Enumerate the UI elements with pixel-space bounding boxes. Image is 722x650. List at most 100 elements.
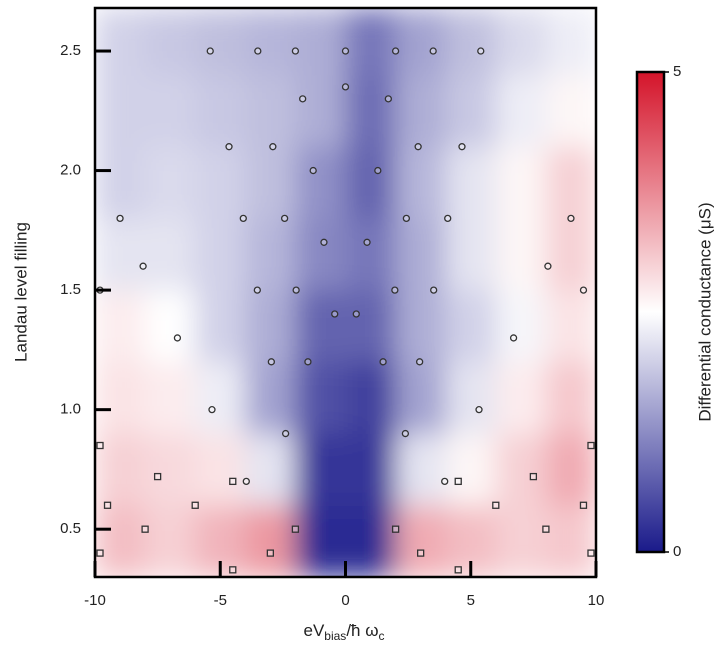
square-point: [229, 566, 237, 574]
circle-point: [309, 166, 317, 175]
heatmap-cell: [345, 218, 397, 291]
circle-point: [391, 286, 399, 294]
heatmap-cell: [245, 218, 296, 291]
circle-point: [567, 214, 575, 223]
circle-point: [384, 95, 392, 103]
heatmap-cell: [195, 433, 246, 506]
heatmap-cell: [145, 146, 196, 219]
heatmap-cell: [195, 361, 246, 435]
heatmap-cell: [195, 74, 246, 148]
circle-point: [441, 477, 449, 486]
heatmap-cell: [395, 8, 447, 76]
circle-point: [206, 47, 214, 55]
heatmap-cell: [95, 146, 146, 219]
heatmap-cell: [95, 74, 146, 148]
heatmap-cell: [495, 218, 547, 291]
y-tick-label: 1.0: [60, 401, 81, 418]
circle-point: [444, 214, 452, 223]
heatmap-cell: [295, 361, 346, 435]
square-point: [103, 501, 112, 509]
heatmap-cell: [445, 8, 497, 76]
y-tick-label: 1.5: [60, 281, 81, 298]
circle-point: [280, 214, 289, 223]
heatmap-cell: [145, 8, 196, 76]
axes: 0.5 1.0 1.5 2.0 2.5 -10 -5 0 5 10 0 5: [60, 6, 681, 609]
circle-point: [304, 358, 312, 366]
circle-point: [415, 358, 424, 366]
heatmap-cell: [495, 290, 547, 363]
heatmap-cell: [395, 290, 447, 363]
heatmap-cell: [145, 74, 196, 148]
heatmap-cell: [145, 218, 196, 291]
circle-point: [139, 262, 147, 270]
heatmap-cell: [95, 290, 146, 363]
square-point: [191, 501, 199, 509]
heatmap-cell: [495, 361, 547, 435]
heatmap-cell: [295, 8, 346, 76]
x-label-subscript: c: [379, 629, 385, 643]
heatmap-cell: [245, 433, 296, 506]
heatmap-cell: [345, 433, 397, 506]
heatmap-cell: [145, 433, 196, 506]
x-label-subscript: bias: [324, 629, 346, 643]
heatmap-cell: [295, 146, 346, 219]
square-point: [454, 477, 462, 486]
circle-point: [281, 429, 290, 438]
heatmap-cell: [345, 8, 397, 76]
circle-point: [225, 143, 233, 151]
heatmap-cell: [395, 74, 447, 148]
circle-point: [401, 429, 410, 438]
square-point: [542, 525, 550, 533]
x-axis-label: eVbias/ħ ωc: [304, 621, 385, 643]
heatmap-cell: [245, 290, 296, 363]
square-point: [96, 441, 104, 450]
square-point: [153, 472, 162, 481]
heatmap-cell: [245, 146, 296, 219]
heatmap-cell: [545, 218, 596, 291]
colorbar-label: Differential conductance (μS): [695, 202, 714, 421]
circle-point: [391, 47, 400, 55]
circle-point: [208, 405, 216, 414]
heatmap-cell: [445, 74, 497, 148]
circle-point: [414, 143, 422, 151]
heatmap-cell: [445, 361, 497, 435]
heatmap-cell: [295, 290, 346, 363]
square-point: [96, 549, 104, 557]
y-tick-label: 0.5: [60, 520, 81, 537]
heatmap-cell: [195, 290, 246, 363]
circle-point: [173, 334, 182, 342]
circle-point: [242, 477, 250, 486]
heatmap-cell: [545, 505, 596, 577]
square-point: [529, 472, 538, 481]
circle-point: [379, 358, 387, 366]
heatmap-cell: [295, 505, 346, 577]
square-point: [291, 525, 300, 533]
heatmap-cell: [295, 218, 346, 291]
circle-point: [267, 358, 276, 366]
heatmap-cell: [95, 505, 146, 577]
heatmap-cell: [345, 505, 397, 577]
heatmap-cell: [495, 505, 547, 577]
circle-point: [374, 166, 382, 175]
heatmap-cell: [495, 146, 547, 219]
heatmap-cell: [345, 74, 397, 148]
square-point: [492, 501, 500, 509]
heatmap-cell: [345, 146, 397, 219]
colorbar: [635, 70, 666, 554]
y-tick-label: 2.0: [60, 162, 81, 179]
circle-point: [579, 286, 588, 294]
heatmap-cell: [395, 433, 447, 506]
x-tick-label: -10: [84, 592, 106, 609]
circle-point: [299, 95, 307, 103]
heatmap-cell: [295, 433, 346, 506]
heatmap-cell: [495, 74, 547, 148]
circle-point: [477, 47, 485, 55]
heatmap-cell: [245, 505, 296, 577]
heatmap-cell: [495, 8, 547, 76]
heatmap-cell: [145, 505, 196, 577]
circle-point: [239, 214, 247, 223]
x-label-part: eV: [304, 621, 325, 640]
square-point: [587, 549, 595, 557]
circle-point: [458, 143, 466, 151]
